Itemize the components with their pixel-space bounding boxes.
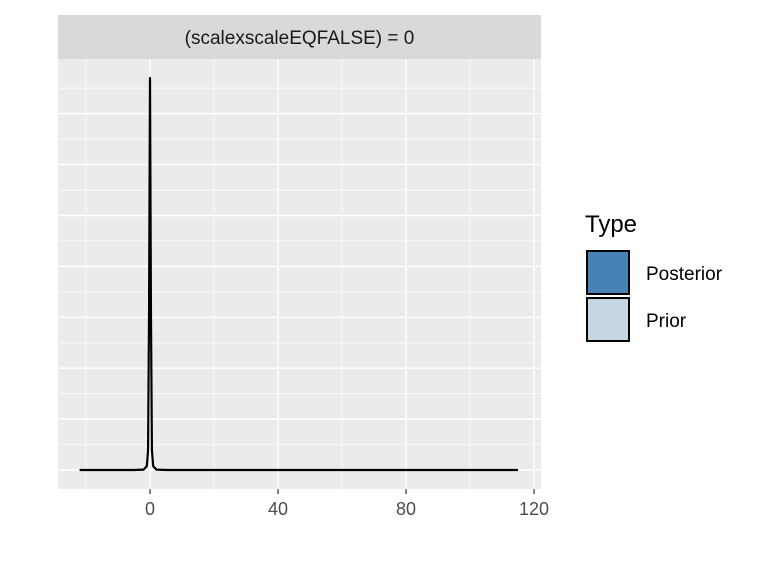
facet-strip-label: (scalexscaleEQFALSE) = 0: [185, 28, 415, 49]
legend: Type Posterior Prior: [585, 211, 723, 342]
strip-background: [58, 15, 541, 59]
legend-key-prior: [586, 297, 630, 342]
legend-label-posterior: Posterior: [646, 264, 723, 285]
legend-title: Type: [585, 211, 637, 238]
density-line-posterior: [79, 76, 518, 472]
x-tick-label: 120: [519, 499, 549, 519]
plot-panel: [58, 59, 541, 489]
x-tick-label: 80: [396, 499, 416, 519]
x-axis: 0 40 80 120: [145, 489, 549, 519]
x-tick-label: 40: [268, 499, 288, 519]
density-marks: [79, 76, 518, 472]
x-tick-label: 0: [145, 499, 155, 519]
legend-label-prior: Prior: [646, 311, 687, 332]
legend-key-posterior: [586, 250, 630, 295]
